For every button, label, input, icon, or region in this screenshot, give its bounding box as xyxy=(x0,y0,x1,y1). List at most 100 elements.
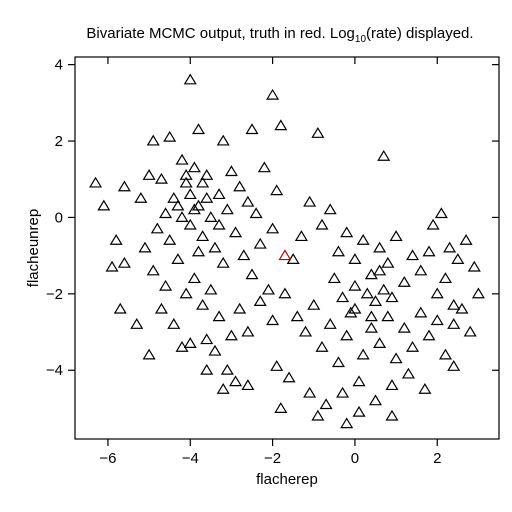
sample-point xyxy=(270,360,284,371)
sample-point xyxy=(348,279,362,291)
sample-point xyxy=(327,272,341,284)
sample-point xyxy=(224,165,238,177)
sample-point xyxy=(443,241,457,253)
sample-point xyxy=(467,260,481,272)
sample-point xyxy=(451,253,465,264)
sample-point xyxy=(163,130,177,142)
sample-point xyxy=(274,402,288,413)
sample-point xyxy=(200,333,214,345)
sample-point xyxy=(208,241,222,253)
sample-point xyxy=(175,153,189,165)
sample-point xyxy=(336,291,350,303)
y-tick-label: 2 xyxy=(55,133,63,150)
truth-point xyxy=(278,249,292,261)
sample-point xyxy=(274,119,288,131)
sample-point xyxy=(97,199,111,211)
sample-point xyxy=(229,226,243,238)
sample-point xyxy=(463,325,477,337)
sample-point xyxy=(364,310,378,322)
sample-point xyxy=(430,287,444,299)
sample-point xyxy=(154,302,168,314)
sample-point xyxy=(105,260,119,272)
sample-point xyxy=(196,230,210,242)
sample-point xyxy=(447,298,461,310)
sample-point xyxy=(340,226,354,238)
x-tick-label: 2 xyxy=(433,450,441,467)
sample-point xyxy=(290,310,304,322)
sample-point xyxy=(134,191,148,203)
sample-point xyxy=(438,348,453,360)
points-layer xyxy=(89,73,485,429)
sample-point xyxy=(142,348,156,360)
sample-point xyxy=(163,233,177,245)
sample-point xyxy=(389,352,403,364)
sample-point xyxy=(352,375,366,387)
sample-point xyxy=(216,134,230,146)
sample-point xyxy=(303,195,317,207)
sample-point xyxy=(200,363,214,375)
sample-point xyxy=(385,379,399,391)
sample-point xyxy=(220,203,234,215)
sample-point xyxy=(261,283,275,295)
x-axis-label: flacherep xyxy=(256,471,318,488)
chart-title: Bivariate MCMC output, truth in red. Log… xyxy=(86,25,473,45)
sample-point xyxy=(385,291,399,303)
y-axis-label: flacheunrep xyxy=(25,209,42,287)
sample-point xyxy=(331,356,345,368)
sample-point xyxy=(241,325,255,337)
sample-point xyxy=(266,88,280,100)
sample-point xyxy=(212,218,226,230)
sample-point xyxy=(422,329,436,341)
sample-point xyxy=(356,233,370,245)
sample-point xyxy=(183,73,197,85)
sample-point xyxy=(307,298,321,310)
y-tick-label: −4 xyxy=(46,362,63,379)
sample-point xyxy=(389,230,403,242)
sample-point xyxy=(426,218,440,230)
sample-point xyxy=(323,318,337,329)
sample-point xyxy=(303,386,317,398)
sample-point xyxy=(381,310,395,322)
sample-point xyxy=(311,409,325,421)
sample-point xyxy=(323,203,337,215)
sample-point xyxy=(336,386,350,398)
sample-point xyxy=(171,199,185,211)
sample-point xyxy=(89,176,103,188)
sample-point xyxy=(146,264,160,276)
sample-point xyxy=(447,360,461,371)
sample-point xyxy=(216,256,230,268)
sample-point xyxy=(418,382,432,394)
sample-point xyxy=(245,268,259,280)
sample-point xyxy=(183,337,197,348)
y-axis-ticks: −4 −2 0 2 4 xyxy=(46,57,499,379)
plot-frame xyxy=(74,56,500,440)
x-tick-label: −2 xyxy=(264,450,281,467)
sample-point xyxy=(196,176,210,188)
sample-point xyxy=(179,169,193,180)
sample-point xyxy=(406,249,420,261)
sample-point xyxy=(397,321,411,333)
sample-point xyxy=(356,348,370,360)
sample-point xyxy=(117,256,131,268)
sample-point xyxy=(282,371,296,383)
sample-point xyxy=(237,249,251,261)
sample-point xyxy=(315,218,329,230)
sample-point xyxy=(438,272,453,284)
sample-point xyxy=(459,233,473,245)
y-tick-label: 0 xyxy=(55,209,63,226)
sample-point xyxy=(340,329,354,341)
sample-point xyxy=(315,340,329,352)
sample-point xyxy=(175,340,189,352)
sample-point xyxy=(171,253,185,264)
sample-point xyxy=(311,127,325,138)
sample-point xyxy=(208,344,222,356)
sample-point xyxy=(191,123,206,135)
sample-point xyxy=(368,394,383,406)
sample-point xyxy=(434,207,448,219)
sample-point xyxy=(381,256,395,268)
sample-point xyxy=(241,195,255,207)
sample-point xyxy=(253,237,267,249)
sample-point xyxy=(348,302,362,314)
sample-point xyxy=(266,314,280,326)
sample-point xyxy=(385,409,399,421)
